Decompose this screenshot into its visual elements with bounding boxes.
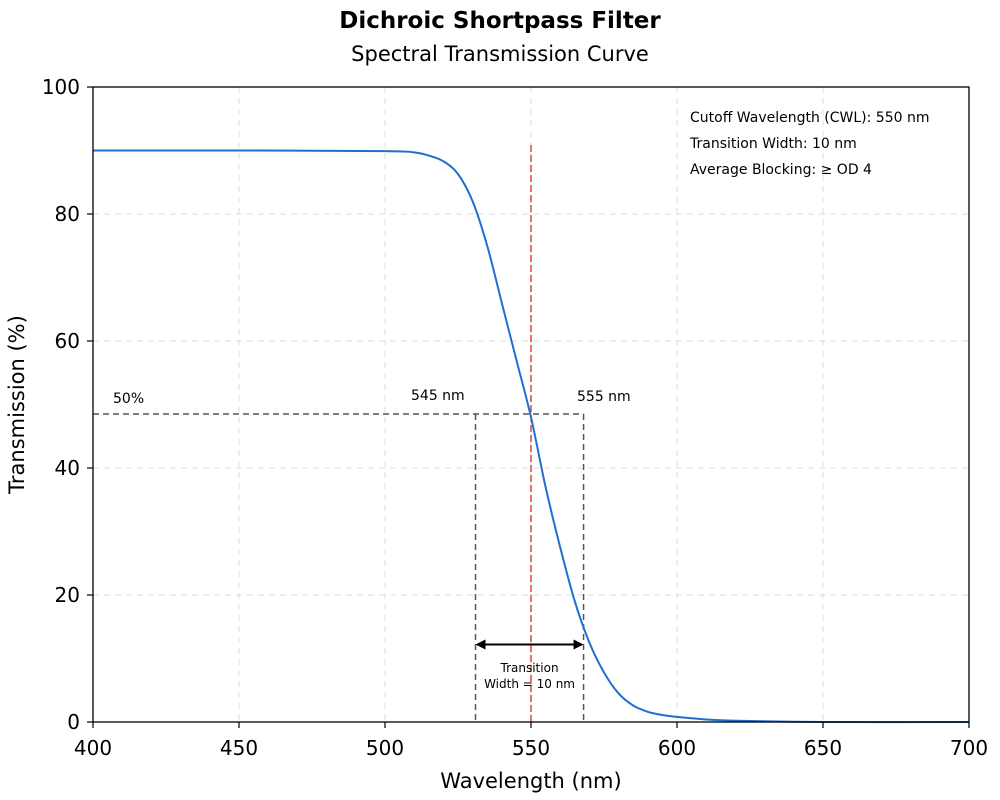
x-tick-label: 700 (950, 736, 988, 760)
x-axis-label: Wavelength (nm) (440, 769, 621, 793)
y-tick-label: 0 (67, 710, 80, 734)
info-line: Transition Width: 10 nm (689, 136, 857, 152)
annotations: 400 450 500 550 600 650 700 0 20 40 60 80 100 Wavelen… (5, 75, 988, 793)
y-tick-label: 100 (42, 75, 80, 99)
chart-subtitle: Spectral Transmission Curve (351, 42, 649, 66)
y-axis-label: Transmission (%) (5, 315, 29, 495)
half-level-label: 50% (113, 391, 144, 407)
x-tick-label: 600 (658, 736, 696, 760)
series-layer (92, 149, 970, 724)
info-line: Average Blocking: ≥ OD 4 (690, 162, 872, 178)
x-tick-label: 450 (220, 736, 258, 760)
left-wavelength-label: 545 nm (411, 388, 465, 404)
y-tick-label: 20 (55, 583, 80, 607)
right-wavelength-label: 555 nm (577, 389, 631, 405)
transition-guides (93, 145, 585, 722)
x-tick-label: 400 (74, 736, 112, 760)
chart-title: Dichroic Shortpass Filter (339, 8, 661, 34)
x-tick-label: 650 (804, 736, 842, 760)
axes (87, 86, 970, 728)
y-tick-label: 60 (55, 329, 80, 353)
transmission-curve (92, 149, 970, 724)
transition-label-line2: Width = 10 nm (484, 677, 575, 691)
x-tick-label: 550 (512, 736, 550, 760)
y-tick-label: 80 (55, 202, 80, 226)
x-tick-label: 500 (366, 736, 404, 760)
info-line: Cutoff Wavelength (CWL): 550 nm (690, 110, 930, 126)
y-tick-label: 40 (55, 456, 80, 480)
transition-label-line1: Transition (500, 661, 559, 675)
